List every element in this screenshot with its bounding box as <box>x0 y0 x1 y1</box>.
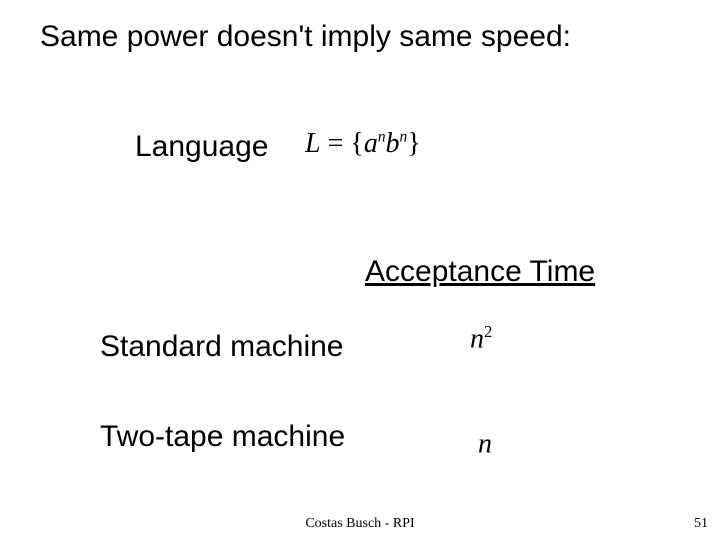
slide-title: Same power doesn't imply same speed: <box>40 20 571 54</box>
formula-open-brace: { <box>350 128 363 159</box>
formula-n-base-1: n <box>470 323 484 354</box>
row-formula-twotape: n <box>478 422 492 460</box>
formula-L: L <box>305 128 321 159</box>
formula-a: a <box>364 128 378 159</box>
formula-b: b <box>386 128 400 159</box>
footer-text: Costas Busch - RPI <box>0 516 720 532</box>
slide: Same power doesn't imply same speed: Lan… <box>0 0 720 540</box>
row-label-standard: Standard machine <box>100 330 344 364</box>
formula-n-exp-1: 2 <box>484 322 492 341</box>
row-label-twotape: Two-tape machine <box>100 420 345 454</box>
page-number: 51 <box>694 516 708 532</box>
row-formula-standard: n2 <box>470 322 492 355</box>
formula-n1: n <box>378 129 386 146</box>
formula-eq: = <box>321 128 351 159</box>
language-label: Language <box>135 130 268 164</box>
language-formula: L = {anbn} <box>305 128 421 160</box>
formula-close-brace: } <box>407 128 420 159</box>
acceptance-time-header: Acceptance Time <box>365 255 595 289</box>
formula-n-base-2: n <box>478 428 492 459</box>
